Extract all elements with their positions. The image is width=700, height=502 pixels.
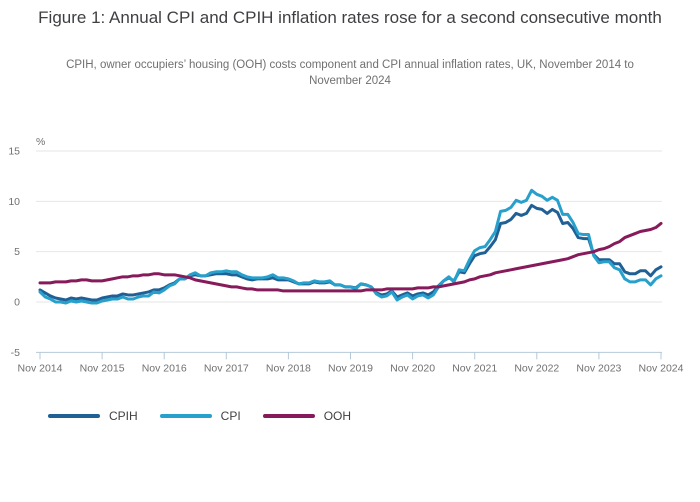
legend-swatch-cpi (159, 414, 212, 418)
legend-item-cpih[interactable]: CPIH (48, 409, 138, 423)
series-line-cpi (38, 188, 663, 305)
chart-legend: CPIH CPI OOH (48, 409, 351, 423)
y-axis-tick-label: 5 (14, 246, 20, 258)
legend-label-cpih: CPIH (109, 409, 138, 423)
x-axis-tick-label: Nov 2024 (639, 362, 684, 374)
x-axis-tick-label: Nov 2015 (80, 362, 125, 374)
x-axis-tick-label: Nov 2023 (576, 362, 621, 374)
x-axis-tick-label: Nov 2021 (452, 362, 497, 374)
legend-item-cpi[interactable]: CPI (159, 409, 241, 423)
figure-subtitle: CPIH, owner occupiers’ housing (OOH) cos… (66, 59, 634, 87)
y-axis-tick-label: 10 (8, 196, 20, 208)
x-axis-tick-label: Nov 2020 (390, 362, 435, 374)
figure-title: Figure 1: Annual CPI and CPIH inflation … (38, 8, 662, 27)
legend-label-cpi: CPI (220, 409, 241, 423)
legend-swatch-cpih (48, 414, 100, 418)
x-axis-tick-label: Nov 2019 (328, 362, 373, 374)
legend-swatch-ooh (262, 414, 315, 418)
y-axis-tick-label: 15 (8, 146, 20, 158)
x-axis-tick-label: Nov 2017 (204, 362, 249, 374)
y-axis-tick-label: 0 (14, 297, 20, 309)
y-axis-unit-label: % (36, 136, 46, 148)
legend-item-ooh[interactable]: OOH (262, 409, 352, 423)
x-axis-tick-label: Nov 2022 (514, 362, 559, 374)
legend-label-ooh: OOH (323, 409, 352, 423)
x-axis-tick-label: Nov 2018 (266, 362, 311, 374)
y-axis-tick-label: -5 (11, 347, 20, 359)
series-line-ooh (38, 221, 663, 293)
x-axis-tick-label: Nov 2016 (142, 362, 187, 374)
x-axis-tick-label: Nov 2014 (18, 362, 63, 374)
